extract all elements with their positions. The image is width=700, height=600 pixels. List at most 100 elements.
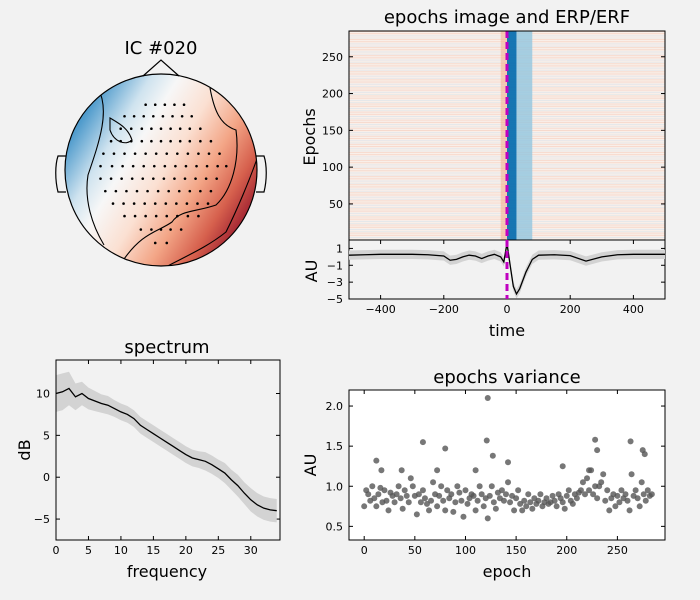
epochs-image-ytick-label: 250 [322, 51, 343, 64]
erp-panel: AU time −400 −200 0 200 400 1 −1 −3 −5 [302, 238, 666, 340]
sensor-dot [224, 164, 228, 168]
sensor-dot [174, 164, 177, 168]
sensor-dot [169, 127, 172, 131]
sensor-dot [186, 214, 190, 218]
variance-point [500, 497, 507, 504]
variance-point [551, 497, 558, 504]
sensor-dot [152, 177, 155, 180]
epochs-image-ytick-label: 50 [329, 198, 343, 211]
sensor-dot [178, 139, 182, 143]
variance-point [462, 487, 469, 494]
sensor-dot [153, 241, 157, 245]
erp-ytick-label: 1 [336, 242, 343, 255]
variance-point [448, 491, 455, 498]
variance-xtick-label: 0 [361, 544, 368, 557]
variance-point [600, 471, 607, 478]
right-ear-shape [256, 155, 267, 193]
variance-point [428, 497, 435, 504]
variance-ytick-label: 1.0 [326, 480, 344, 493]
topomap-title: IC #020 [124, 38, 197, 59]
sensor-dot [153, 202, 157, 205]
erp-line [348, 243, 665, 296]
variance-point [381, 487, 388, 494]
sensor-dot [144, 214, 147, 218]
sensor-dot [188, 189, 192, 193]
sensor-dot [102, 152, 105, 155]
variance-point [636, 503, 643, 510]
variance-point [505, 459, 512, 466]
sensor-dot [165, 241, 169, 245]
variance-point [472, 467, 479, 474]
sensor-dot [163, 103, 167, 107]
sensor-dot [133, 214, 137, 218]
variance-point [440, 497, 447, 504]
epochs-image-title: epochs image and ERP/ERF [384, 7, 630, 28]
epochs-image-ytick-label: 100 [322, 161, 343, 174]
sensor-dot [159, 228, 163, 231]
variance-xtick-label: 150 [506, 544, 527, 557]
sensor-dot [120, 177, 123, 180]
spectrum-xtick-label: 0 [53, 544, 60, 557]
epochs-image-ytick-label: 150 [322, 124, 343, 137]
erp-ylabel: AU [302, 260, 321, 283]
topomap-contour [159, 149, 257, 266]
variance-point [442, 507, 449, 514]
epochs-image-panel: epochs image and ERP/ERF Epochs 50 100 150… [300, 7, 666, 241]
variance-point [584, 475, 591, 482]
variance-point [648, 491, 655, 498]
variance-ytick-label: 2.0 [326, 400, 344, 413]
sensor-dot [204, 177, 208, 180]
sensor-dot [165, 214, 169, 218]
variance-point [515, 487, 522, 494]
variance-point [628, 471, 635, 478]
variance-point [434, 467, 441, 474]
variance-point [371, 495, 378, 502]
variance-xtick-label: 250 [607, 544, 628, 557]
spectrum-xtick-label: 30 [244, 544, 258, 557]
sensor-dot [133, 152, 137, 155]
sensor-dot [123, 152, 126, 155]
variance-point [498, 487, 505, 494]
variance-point [378, 467, 385, 474]
sensor-dot [114, 189, 118, 193]
sensor-dot [150, 139, 153, 143]
sensor-dot [180, 114, 184, 118]
sensor-dot [125, 189, 128, 193]
sensor-dot [173, 103, 176, 107]
variance-point [519, 507, 526, 514]
variance-point [549, 492, 556, 499]
sensor-dot [111, 202, 115, 205]
variance-point [511, 507, 518, 514]
sensor-dot [154, 152, 158, 155]
variance-point [640, 491, 647, 498]
variance-point [472, 507, 479, 514]
epochs-image: 50 100 150 200 250 [322, 30, 666, 241]
spectrum-xtick-label: 15 [146, 544, 160, 557]
variance-point [369, 483, 376, 490]
variance-point [634, 495, 641, 502]
variance-point [434, 503, 441, 510]
spectrum-ylabel: dB [15, 439, 34, 460]
sensor-dot [130, 177, 134, 180]
variance-xtick-label: 100 [455, 544, 476, 557]
variance-point [460, 513, 467, 520]
variance-point [581, 491, 588, 498]
sensor-dot [199, 127, 202, 131]
variance-point [470, 492, 477, 499]
sensor-dot [156, 189, 160, 193]
spectrum-frame [55, 359, 281, 541]
sensor-dot [185, 202, 189, 205]
variance-point [395, 483, 402, 490]
erp-dip-band [516, 31, 533, 240]
variance-point [405, 499, 412, 506]
topomap [55, 59, 267, 267]
variance-point [419, 487, 426, 494]
variance-point [563, 492, 570, 499]
variance-point [415, 491, 422, 498]
sensor-dot [175, 202, 178, 205]
sensor-dot [159, 127, 163, 131]
erp-xtick-label: 400 [623, 303, 644, 316]
sensor-dot [144, 152, 147, 155]
variance-point [492, 505, 499, 512]
